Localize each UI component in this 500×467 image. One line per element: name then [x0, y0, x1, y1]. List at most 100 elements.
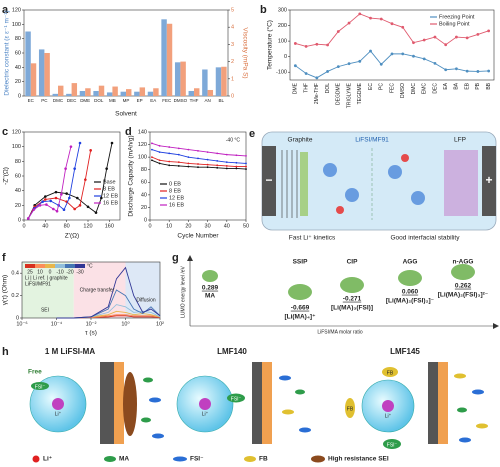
x-tick-label: FEC	[389, 83, 395, 93]
x-tick-label: EP	[137, 98, 143, 103]
axis-label: LUMO energy level /eV	[180, 265, 186, 317]
marker	[235, 165, 238, 168]
marker	[293, 64, 297, 68]
region-diffusion	[125, 262, 160, 318]
label: Graphite	[288, 137, 313, 144]
marker	[390, 52, 394, 56]
bar	[134, 91, 140, 96]
lumo-value: -0.271	[343, 296, 362, 303]
bar	[85, 88, 91, 96]
panel-letter: b	[260, 4, 267, 16]
x-tick-label: AN	[204, 98, 210, 103]
marker	[379, 62, 383, 66]
marker	[347, 62, 351, 66]
marker	[206, 151, 209, 154]
marker	[304, 45, 308, 48]
series-line	[27, 142, 113, 219]
marker	[44, 198, 47, 201]
bar	[30, 63, 37, 96]
bar	[106, 92, 113, 96]
legend-label: 8 EB	[103, 186, 115, 192]
marker	[197, 163, 199, 165]
marker	[336, 30, 340, 33]
marker	[62, 208, 66, 212]
colorbar-swatch	[25, 264, 35, 268]
bar	[79, 90, 86, 96]
bar	[153, 88, 159, 96]
annotation: LiFSI/MF91	[25, 281, 51, 287]
marker	[235, 154, 238, 157]
legend-label: Li⁺	[43, 456, 52, 463]
panel-letter: f	[2, 252, 6, 264]
x-tick-label: MP	[123, 98, 130, 103]
y-tick-label: 100	[278, 39, 287, 45]
bar	[120, 91, 126, 96]
y-tick-label: -100	[276, 70, 287, 76]
marker	[455, 35, 458, 39]
panel-letter: h	[2, 346, 9, 358]
x-tick-label: DEGDME	[336, 82, 342, 105]
species-type: SSIP	[293, 259, 308, 266]
y-tick-label: 40	[15, 188, 21, 194]
marker	[216, 160, 219, 162]
x-tick-label: THF	[190, 98, 199, 103]
panel-letter: e	[249, 128, 255, 140]
x-tick-label: 10⁻²	[86, 321, 97, 327]
x-tick-label: 30	[205, 223, 211, 229]
marker	[78, 204, 82, 207]
marker	[315, 42, 319, 46]
marker	[476, 70, 480, 73]
x-tick-label: EC	[368, 83, 374, 90]
x-axis-label: τ (s)	[85, 330, 97, 337]
marker	[86, 205, 90, 209]
marker	[168, 146, 171, 148]
marker	[225, 167, 228, 170]
legend-label: 8 EB	[169, 188, 181, 194]
marker	[69, 145, 73, 148]
marker	[168, 160, 171, 163]
marker	[54, 190, 58, 194]
marker	[326, 70, 329, 73]
x-tick-label: 40	[42, 223, 48, 229]
scene-title: 1 M LiFSI-MA	[45, 347, 95, 356]
legend-label: FSI⁻	[190, 456, 204, 463]
annotation: °C	[87, 263, 93, 269]
y-axis-label: Discharge Capacity (mAh/g)	[128, 135, 135, 216]
bar	[66, 93, 72, 96]
scene-3	[345, 362, 488, 449]
marker	[304, 72, 308, 75]
solvation-clusters	[323, 154, 425, 214]
bar	[44, 53, 50, 96]
marker	[177, 161, 180, 164]
x-tick-label: 40	[224, 223, 230, 229]
terminal-sign: +	[485, 173, 492, 187]
annotation: Charge transfer	[80, 287, 115, 293]
x-tick-label: MB	[109, 98, 116, 103]
y-axis-label: -Z''(Ω)	[3, 167, 10, 185]
panel-letter: g	[172, 252, 179, 264]
marker	[216, 152, 219, 155]
y-axis-label: γ(τ) (Ohm)	[2, 275, 9, 305]
marker	[358, 12, 362, 16]
marker	[44, 195, 47, 198]
scene-2	[176, 362, 311, 444]
bar	[98, 85, 105, 96]
marker	[41, 200, 44, 203]
lumo-value: -0.669	[291, 305, 310, 312]
y-tick-label: 120	[12, 7, 21, 13]
legend	[32, 455, 325, 463]
marker	[197, 149, 199, 152]
label: Li⁺	[385, 413, 392, 419]
y-tick-label: 300	[278, 7, 287, 13]
series-line	[151, 159, 247, 170]
y-tick-label: 80	[15, 159, 21, 165]
marker	[73, 167, 76, 170]
x-tick-label: THF	[303, 83, 309, 93]
y-tick-label: 120	[12, 129, 21, 135]
x-tick-label: DME	[80, 98, 90, 103]
panel-g: g LUMO energy level /eV LiFSI/MA molar r…	[172, 252, 499, 335]
scene-title: LMF145	[390, 347, 420, 356]
legend-label: 12 EB	[169, 195, 184, 201]
x-tick-label: TRIGLYME	[346, 82, 352, 108]
